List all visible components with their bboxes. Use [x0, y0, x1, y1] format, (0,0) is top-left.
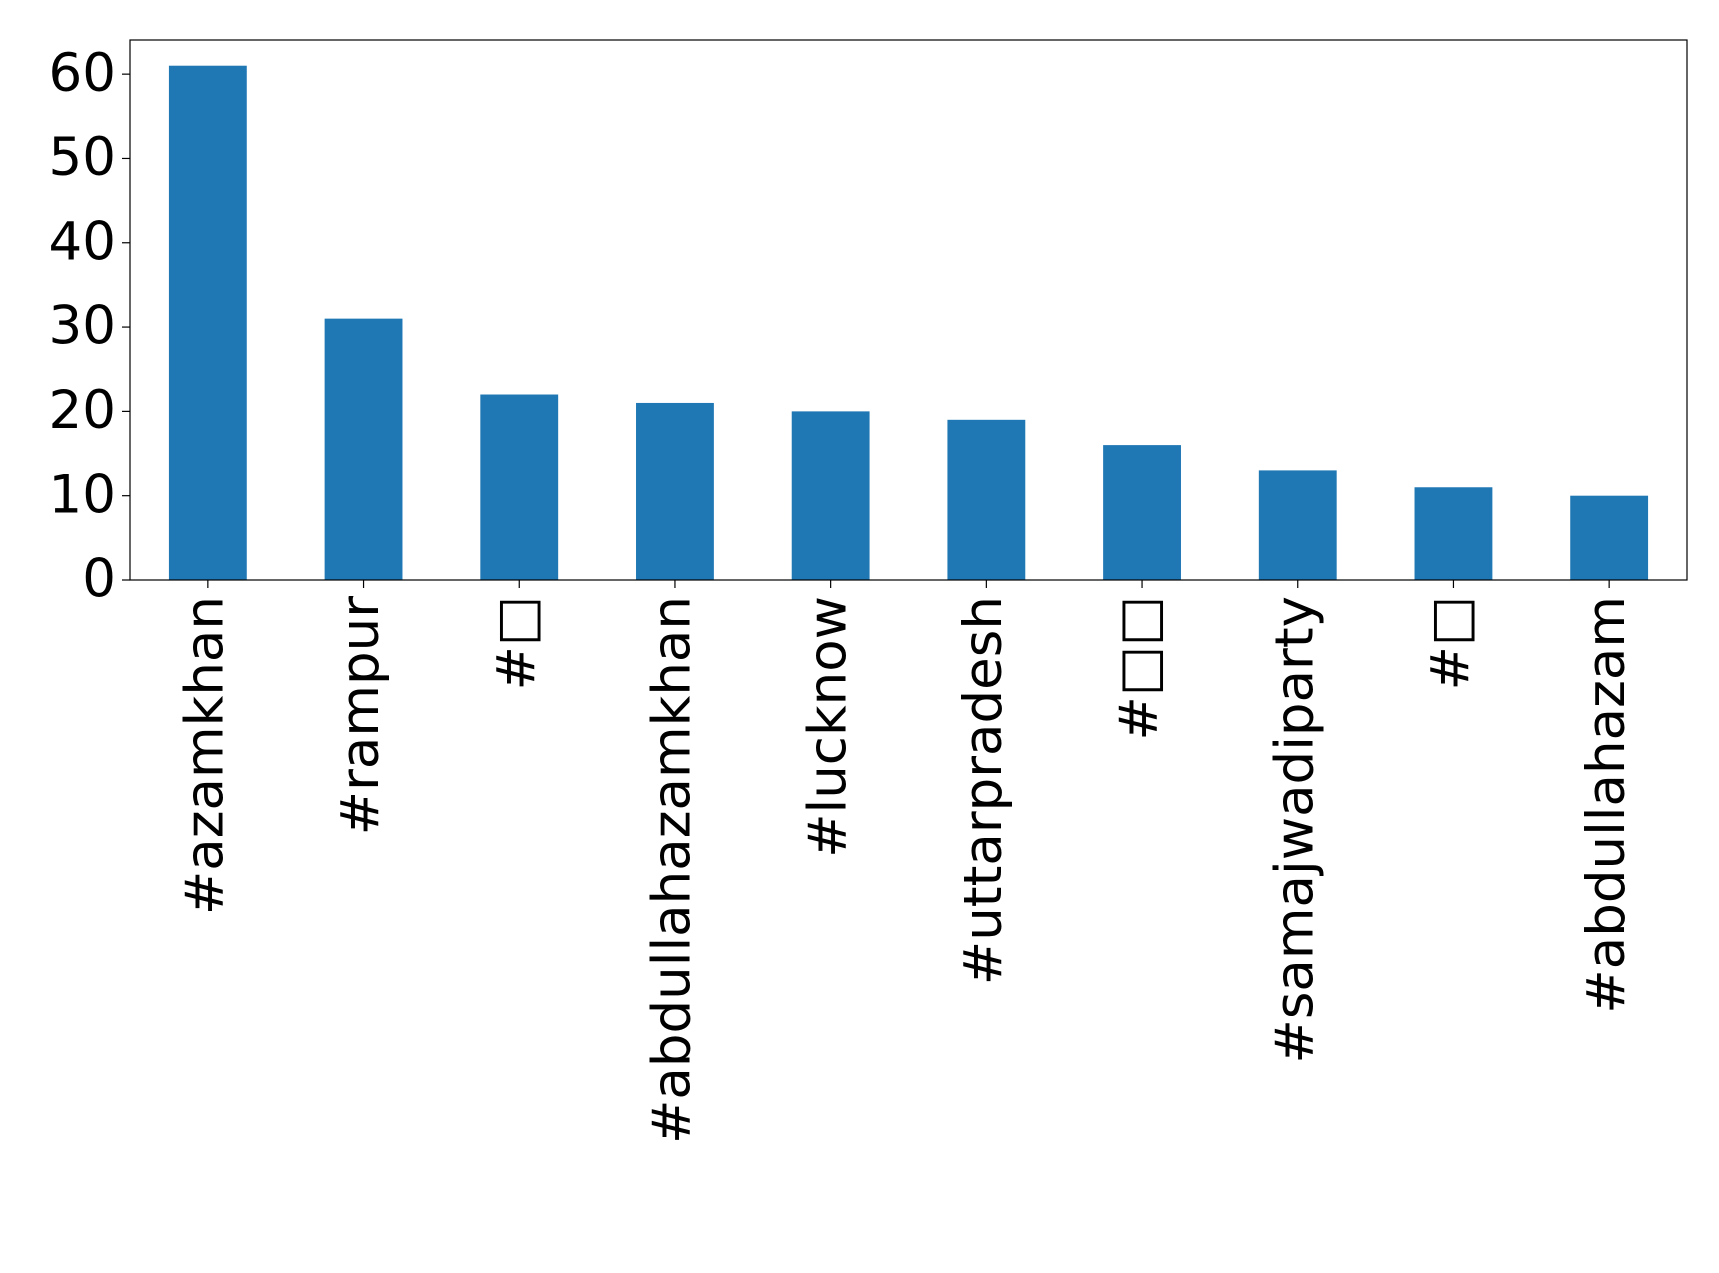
bar: [324, 318, 403, 580]
x-tick-label: #□: [1420, 596, 1481, 690]
x-tick-label: #□: [486, 596, 547, 690]
bar: [1258, 470, 1337, 580]
bar: [791, 411, 870, 580]
bar: [636, 402, 714, 580]
x-tick-label: #uttarpradesh: [953, 596, 1014, 985]
x-tick-label: #abdullahazamkhan: [642, 596, 703, 1144]
bar: [168, 65, 247, 580]
bar: [1414, 487, 1493, 580]
x-tick-label: #samajwadiparty: [1264, 596, 1325, 1064]
x-tick-label: #rampur: [330, 596, 391, 836]
y-tick-label: 30: [49, 296, 116, 357]
x-tick-label: #azamkhan: [174, 596, 235, 915]
x-tick-label: #lucknow: [797, 596, 858, 858]
bar: [947, 419, 1026, 580]
y-tick-label: 60: [49, 43, 116, 104]
x-tick-label: #abdullahazam: [1576, 596, 1637, 1014]
y-tick-label: 50: [49, 127, 116, 188]
bar: [1570, 495, 1649, 580]
bar: [480, 394, 559, 580]
y-tick-label: 40: [49, 211, 116, 272]
y-tick-label: 10: [49, 464, 116, 525]
y-tick-label: 0: [82, 549, 116, 610]
x-tick-label: #□□: [1109, 596, 1170, 741]
bar: [1103, 445, 1181, 580]
y-tick-label: 20: [49, 380, 116, 441]
plot-frame: [129, 39, 1688, 581]
